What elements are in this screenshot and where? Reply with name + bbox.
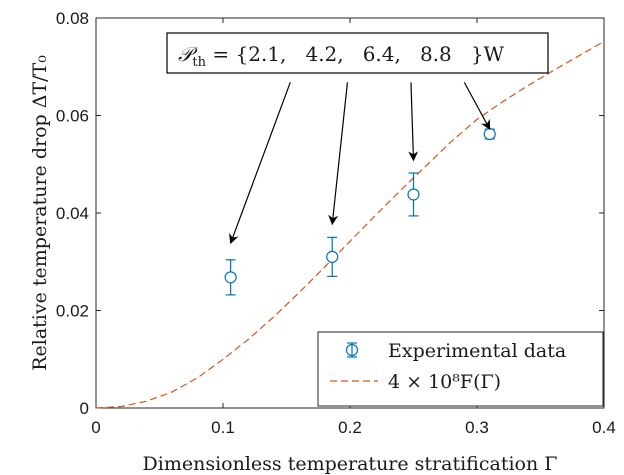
y-tick-label: 0.04 [56,204,89,223]
data-point [326,236,339,277]
annotation-arrow [463,82,491,131]
annotation-box [166,32,549,74]
model-curve-layer [95,40,605,409]
x-tick-label: 0.3 [465,418,489,437]
legend-label-model: 4 × 10⁸F(Γ) [388,371,501,393]
annotation-arrow [408,82,419,162]
x-tick-label: 0.4 [592,418,616,437]
annotation-subscript: th [192,55,206,70]
annotation-arrows [229,82,491,245]
data-marker [326,250,339,263]
annotation-text: 𝒫th = {2.1, 4.2, 6.4, 8.8 }W [178,42,505,70]
annotation-body: = {2.1, 4.2, 6.4, 8.8 }W [206,42,505,66]
power-annotation: 𝒫th = {2.1, 4.2, 6.4, 8.8 }W [166,32,549,74]
experimental-data-layer [224,127,496,296]
legend-marker-experimental [345,342,359,358]
legend-box [317,331,604,407]
data-point [224,259,237,296]
data-marker [483,127,496,141]
y-axis-label: Relative temperature drop ΔT/T₀ [29,55,51,371]
annotation-arrow [229,82,291,245]
legend: Experimental data 4 × 10⁸F(Γ) [317,331,604,407]
y-tick-label: 0.08 [56,9,89,28]
x-tick-label: 0.1 [211,418,235,437]
x-tick-label: 0 [91,418,100,437]
model-curve [95,40,605,409]
data-marker [407,188,420,201]
data-marker [224,271,237,284]
y-tick-label: 0.06 [56,107,89,126]
legend-label-experimental: Experimental data [388,340,566,362]
axis-ticks: 0 0.1 0.2 0.3 0.4 0 0.02 0.04 0.06 0.08 [56,9,616,437]
data-point [483,127,496,141]
x-axis-label: Dimensionless temperature stratification… [143,453,558,475]
x-tick-label: 0.2 [338,418,362,437]
annotation-arrow [328,82,349,226]
y-tick-label: 0.02 [56,302,89,321]
y-tick-label: 0 [80,399,89,418]
data-point [407,172,420,217]
